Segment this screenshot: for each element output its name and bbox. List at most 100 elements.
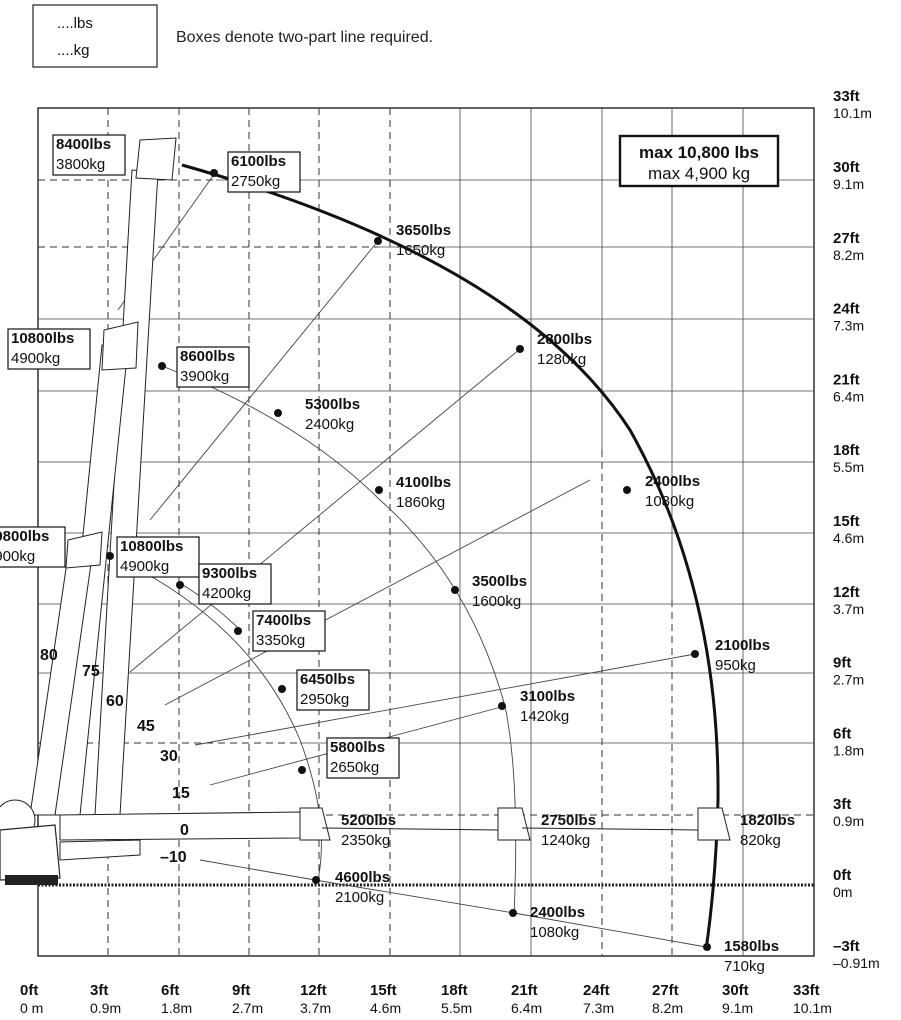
y-tick-ft: 27ft bbox=[833, 230, 860, 247]
load-kg: 1080kg bbox=[645, 493, 694, 510]
x-tick-m: 8.2m bbox=[652, 1000, 683, 1016]
x-tick-ft: 18ft bbox=[441, 982, 468, 999]
load-kg: 2650kg bbox=[330, 759, 379, 776]
load-kg: 3800kg bbox=[56, 156, 105, 173]
load-label: 10800lbs 4900kg bbox=[0, 526, 66, 568]
x-tick-m: 3.7m bbox=[300, 1000, 331, 1016]
x-tick-m: 0 m bbox=[20, 1000, 43, 1016]
load-label: 5200lbs 2350kg bbox=[341, 812, 396, 849]
grid bbox=[38, 108, 814, 956]
boom-tip-1 bbox=[299, 807, 331, 841]
boom-head-80 bbox=[135, 137, 177, 181]
load-label: 8600lbs 3900kg bbox=[176, 346, 250, 388]
load-kg: 1860kg bbox=[396, 494, 445, 511]
load-lbs: 8400lbs bbox=[56, 136, 111, 153]
load-lbs: 2400lbs bbox=[645, 473, 700, 490]
boom-tip-3 bbox=[697, 807, 731, 841]
load-label: 2100lbs 950kg bbox=[715, 637, 770, 674]
two-part-line-box bbox=[116, 536, 200, 578]
load-lbs: 9300lbs bbox=[202, 565, 257, 582]
y-tick-m: 4.6m bbox=[833, 530, 864, 546]
angle-labels: 80 75 60 45 30 15 0 –10 bbox=[40, 647, 190, 866]
y-tick-m: 2.7m bbox=[833, 672, 864, 688]
load-kg: 1420kg bbox=[520, 708, 569, 725]
y-tick-ft: 12ft bbox=[833, 584, 860, 601]
x-tick-m: 4.6m bbox=[370, 1000, 401, 1016]
x-tick-ft: 21ft bbox=[511, 982, 538, 999]
x-tick-ft: 6ft bbox=[161, 982, 179, 999]
boom-head-75 bbox=[101, 321, 139, 371]
boom-tip-2 bbox=[497, 807, 531, 841]
load-label: 10800lbs 4900kg bbox=[116, 536, 200, 578]
two-part-line-box bbox=[227, 151, 301, 193]
load-lbs: 3500lbs bbox=[472, 573, 527, 590]
load-lbs: 4600lbs bbox=[335, 869, 390, 886]
x-tick-m: 0.9m bbox=[90, 1000, 121, 1016]
load-label: 1580lbs 710kg bbox=[724, 938, 779, 975]
angle-label: –10 bbox=[160, 849, 187, 866]
angle-label: 75 bbox=[82, 663, 100, 680]
x-tick-m: 5.5m bbox=[441, 1000, 472, 1016]
x-tick-m: 7.3m bbox=[583, 1000, 614, 1016]
load-label: 2400lbs 1080kg bbox=[645, 473, 700, 510]
load-kg: 1080kg bbox=[530, 924, 579, 941]
load-kg: 4900kg bbox=[0, 548, 35, 565]
max-capacity-box: max 10,800 lbs max 4,900 kg bbox=[618, 134, 780, 188]
y-tick-ft: 3ft bbox=[833, 796, 851, 813]
load-lbs: 2750lbs bbox=[541, 812, 596, 829]
load-label: 2800lbs 1280kg bbox=[537, 331, 592, 368]
x-tick-ft: 24ft bbox=[583, 982, 610, 999]
load-lbs: 6100lbs bbox=[231, 153, 286, 170]
two-part-line-box bbox=[252, 610, 326, 652]
x-tick-ft: 3ft bbox=[90, 982, 108, 999]
load-label: 2400lbs 1080kg bbox=[530, 904, 585, 941]
load-label: 9300lbs 4200kg bbox=[198, 563, 272, 605]
y-tick-m: 3.7m bbox=[833, 601, 864, 617]
y-tick-ft: 9ft bbox=[833, 655, 851, 672]
load-lbs: 8600lbs bbox=[180, 348, 235, 365]
legend: ....lbs ....kg Boxes denote two-part lin… bbox=[32, 4, 433, 68]
load-lbs: 10800lbs bbox=[11, 330, 74, 347]
load-kg: 2950kg bbox=[300, 691, 349, 708]
boom-head-60 bbox=[65, 531, 103, 569]
load-label: 3500lbs 1600kg bbox=[472, 573, 527, 610]
y-tick-m: –0.91m bbox=[833, 955, 880, 971]
legend-kg: ....kg bbox=[57, 42, 90, 59]
load-kg: 2400kg bbox=[305, 416, 354, 433]
load-label: 8400lbs 3800kg bbox=[52, 134, 126, 176]
envelope-curve bbox=[181, 163, 720, 951]
legend-note: Boxes denote two-part line required. bbox=[176, 29, 433, 46]
load-lbs: 5800lbs bbox=[330, 739, 385, 756]
x-tick-ft: 33ft bbox=[793, 982, 820, 999]
load-lbs: 2400lbs bbox=[530, 904, 585, 921]
load-kg: 1650kg bbox=[396, 242, 445, 259]
load-kg: 4900kg bbox=[11, 350, 60, 367]
y-tick-ft: 24ft bbox=[833, 301, 860, 318]
y-tick-m: 6.4m bbox=[833, 388, 864, 404]
load-lbs: 6450lbs bbox=[300, 671, 355, 688]
boom-silhouettes bbox=[0, 137, 731, 885]
load-lbs: 10800lbs bbox=[0, 528, 49, 545]
x-tick-ft: 12ft bbox=[300, 982, 327, 999]
load-lbs: 2100lbs bbox=[715, 637, 770, 654]
load-lbs: 5300lbs bbox=[305, 396, 360, 413]
y-tick-m: 0m bbox=[833, 884, 852, 900]
boom-lowered bbox=[59, 839, 141, 861]
y-tick-ft: 0ft bbox=[833, 867, 851, 884]
two-part-line-box bbox=[0, 526, 66, 568]
angle-label: 60 bbox=[106, 693, 124, 710]
load-lbs: 1820lbs bbox=[740, 812, 795, 829]
load-kg: 710kg bbox=[724, 958, 765, 975]
load-labels: 8400lbs 3800kg 6100lbs 2750kg 3650lbs 1650kg 1… bbox=[0, 134, 795, 975]
load-kg: 3900kg bbox=[180, 368, 229, 385]
two-part-line-box bbox=[198, 563, 272, 605]
x-tick-m: 9.1m bbox=[722, 1000, 753, 1016]
load-kg: 3350kg bbox=[256, 632, 305, 649]
load-label: 6100lbs 2750kg bbox=[227, 151, 301, 193]
two-part-line-box bbox=[7, 328, 91, 370]
load-lbs: 2800lbs bbox=[537, 331, 592, 348]
load-kg: 2750kg bbox=[231, 173, 280, 190]
x-tick-ft: 30ft bbox=[722, 982, 749, 999]
load-kg: 4200kg bbox=[202, 585, 251, 602]
